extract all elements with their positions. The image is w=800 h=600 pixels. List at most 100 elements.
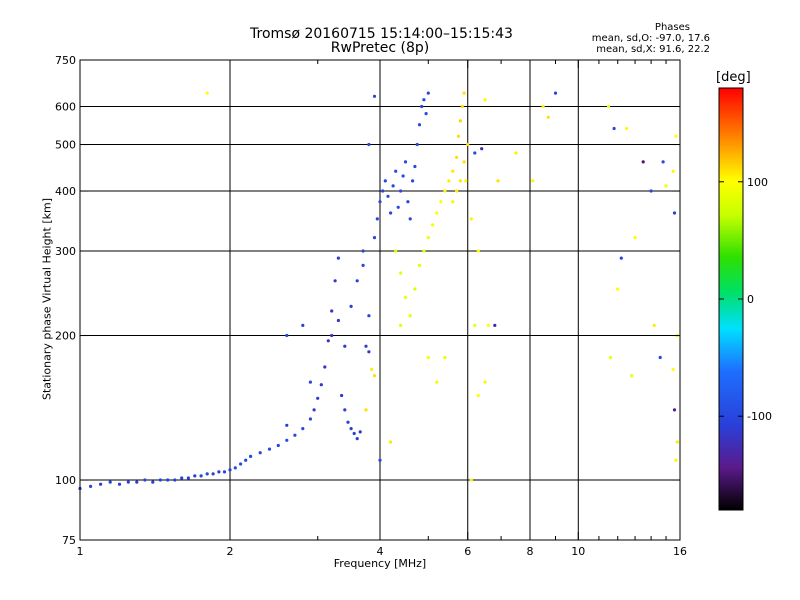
data-point xyxy=(222,470,227,474)
x-axis-label: Frequency [MHz] xyxy=(333,557,427,570)
data-point xyxy=(99,482,103,486)
data-point xyxy=(469,217,473,221)
colorbar-tick-label: -100 xyxy=(747,410,772,423)
data-point xyxy=(431,223,435,227)
data-point xyxy=(456,134,461,138)
data-point xyxy=(480,147,484,151)
data-point xyxy=(193,474,197,478)
chart-title: Tromsø 20160715 15:14:00–15:15:43 xyxy=(250,26,513,42)
x-tick-label: 6 xyxy=(464,545,471,558)
data-point xyxy=(408,314,412,318)
colorbar: 100 0 -100 xyxy=(718,87,772,511)
data-point xyxy=(349,304,353,308)
data-point xyxy=(166,478,170,482)
data-point xyxy=(625,126,629,131)
data-point xyxy=(546,115,550,119)
data-point xyxy=(364,408,368,412)
y-axis-label: Stationary phase Virtual Height [km] xyxy=(40,197,54,401)
data-point xyxy=(455,189,459,193)
y-tick-label: 500 xyxy=(55,139,76,152)
data-point xyxy=(608,355,613,360)
data-point xyxy=(367,142,371,147)
data-point xyxy=(308,417,312,421)
data-point xyxy=(249,454,253,458)
data-point xyxy=(403,160,408,164)
data-point xyxy=(435,211,439,215)
x-tick-label: 10 xyxy=(571,545,585,558)
data-point xyxy=(301,427,305,431)
data-point xyxy=(267,447,272,451)
data-point xyxy=(476,249,480,253)
data-point xyxy=(326,339,330,343)
data-point xyxy=(233,466,237,470)
data-point xyxy=(671,367,675,371)
colorbar-tick-label: 0 xyxy=(747,293,754,306)
data-point xyxy=(616,287,620,291)
data-point xyxy=(399,323,403,327)
data-point xyxy=(244,458,248,462)
data-point xyxy=(391,184,395,188)
data-point xyxy=(415,142,419,147)
data-point xyxy=(426,91,430,95)
data-point xyxy=(364,344,368,348)
data-point xyxy=(349,427,353,431)
data-point xyxy=(606,104,611,109)
data-point xyxy=(612,126,616,131)
data-point xyxy=(401,174,405,178)
data-point xyxy=(424,112,428,116)
data-point xyxy=(394,169,398,173)
data-point xyxy=(426,355,430,360)
data-point xyxy=(403,295,408,300)
data-point xyxy=(451,200,455,204)
data-point xyxy=(367,350,371,354)
data-point xyxy=(343,344,347,348)
x-tick-label: 16 xyxy=(673,545,687,558)
data-point xyxy=(205,91,209,95)
data-point xyxy=(458,179,462,183)
data-point xyxy=(375,217,379,221)
data-point xyxy=(411,179,415,183)
data-point xyxy=(630,374,634,378)
data-point xyxy=(312,408,316,412)
data-point xyxy=(672,211,677,215)
data-point xyxy=(285,333,289,338)
data-point xyxy=(447,179,451,183)
x-tick-label: 4 xyxy=(377,545,384,558)
colorbar-tick-label: 100 xyxy=(747,176,768,189)
data-point xyxy=(417,123,422,127)
chart-subtitle: RwPretec (8p) xyxy=(330,40,430,56)
data-point xyxy=(458,119,462,123)
data-point xyxy=(126,480,130,484)
data-point xyxy=(469,478,473,482)
y-tick-label: 75 xyxy=(62,534,76,547)
data-point xyxy=(514,151,518,155)
data-point xyxy=(389,211,393,215)
data-point xyxy=(343,408,347,412)
data-point xyxy=(386,194,390,198)
data-point xyxy=(378,200,382,204)
data-point xyxy=(553,91,558,95)
x-tick-label: 2 xyxy=(227,545,234,558)
data-point xyxy=(330,309,334,313)
data-point xyxy=(406,200,410,204)
data-point xyxy=(672,408,677,412)
data-point xyxy=(466,142,470,147)
data-point xyxy=(641,160,645,164)
data-point xyxy=(451,169,455,173)
data-point xyxy=(378,458,382,462)
y-tick-label: 600 xyxy=(55,101,76,114)
data-point xyxy=(464,179,468,183)
data-point xyxy=(399,271,403,275)
data-point xyxy=(301,323,305,327)
data-point xyxy=(462,91,466,95)
data-point xyxy=(89,484,93,488)
data-point xyxy=(151,480,155,484)
data-point xyxy=(473,151,477,155)
data-point xyxy=(117,482,122,486)
data-point xyxy=(420,104,424,109)
data-point xyxy=(367,314,371,318)
data-point xyxy=(308,380,312,384)
data-point xyxy=(186,476,190,480)
data-point xyxy=(285,438,289,442)
